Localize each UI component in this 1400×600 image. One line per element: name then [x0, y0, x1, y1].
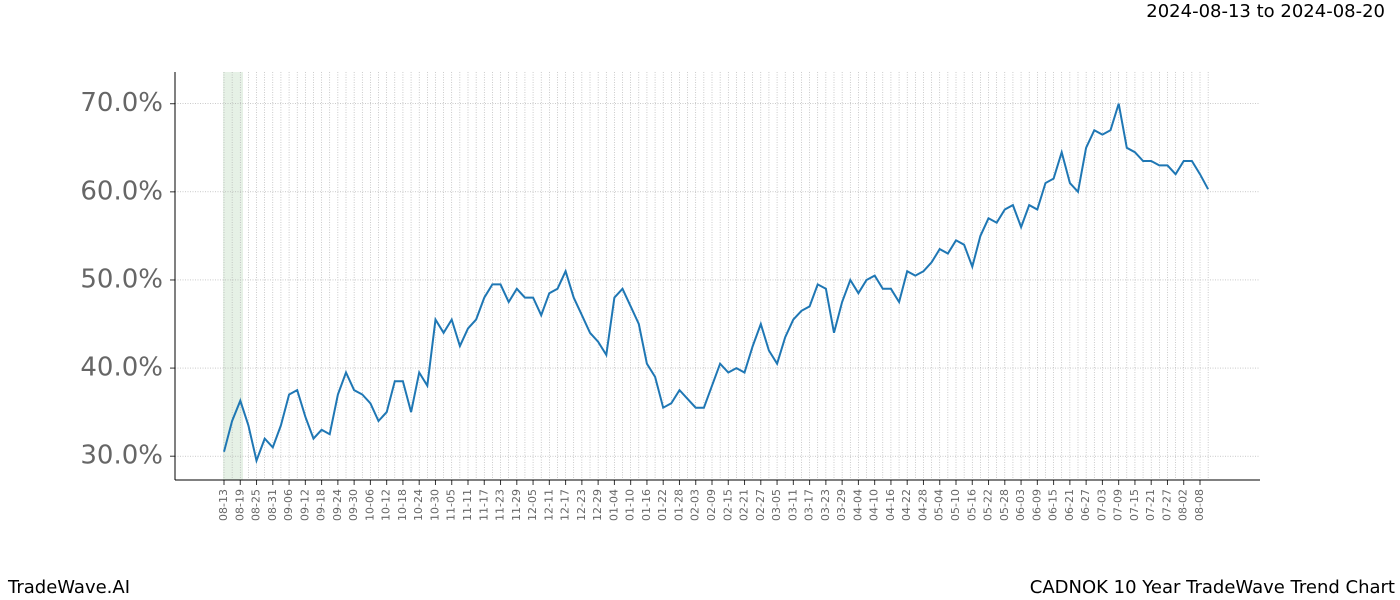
- x-tick-label: 12-29: [591, 489, 604, 521]
- x-tick-label: 09-24: [331, 489, 344, 521]
- x-tick-label: 02-27: [754, 489, 767, 521]
- x-tick-label: 04-16: [884, 489, 897, 521]
- x-tick-label: 01-16: [640, 489, 653, 521]
- x-tick-label: 04-10: [868, 489, 881, 521]
- x-tick-label: 06-15: [1047, 489, 1060, 521]
- date-range: 2024-08-13 to 2024-08-20: [1146, 1, 1385, 22]
- x-tick-label: 09-12: [298, 489, 311, 521]
- x-tick-label: 02-15: [721, 489, 734, 521]
- x-tick-label: 03-17: [803, 489, 816, 521]
- x-tick-label: 07-09: [1112, 489, 1125, 521]
- x-tick-label: 01-28: [672, 489, 685, 521]
- x-tick-label: 02-21: [738, 489, 751, 521]
- x-tick-label: 07-03: [1095, 489, 1108, 521]
- x-tick-label: 08-13: [217, 489, 230, 521]
- highlight-band: [223, 72, 243, 480]
- x-tick-label: 12-11: [542, 489, 555, 521]
- y-tick-label: 40.0%: [80, 353, 163, 383]
- x-tick-label: 06-27: [1079, 489, 1092, 521]
- trend-line: [223, 103, 1209, 465]
- x-tick-label: 02-09: [705, 489, 718, 521]
- x-tick-label: 08-19: [233, 489, 246, 521]
- x-tick-label: 09-30: [347, 489, 360, 521]
- x-tick-label: 03-23: [819, 489, 832, 521]
- x-tick-label: 07-27: [1160, 489, 1173, 521]
- y-tick-label: 70.0%: [80, 88, 163, 118]
- x-tick-label: 05-04: [933, 489, 946, 521]
- x-tick-label: 08-31: [266, 489, 279, 521]
- x-tick-label: 11-17: [477, 489, 490, 521]
- x-tick-label: 01-22: [656, 489, 669, 521]
- y-tick-label: 60.0%: [80, 176, 163, 206]
- x-tick-label: 05-28: [998, 489, 1011, 521]
- x-tick-label: 04-22: [900, 489, 913, 521]
- x-tick-label: 11-05: [445, 489, 458, 521]
- x-tick-label: 03-29: [835, 489, 848, 521]
- x-tick-label: 10-12: [380, 489, 393, 521]
- x-tick-label: 10-18: [396, 489, 409, 521]
- x-tick-label: 01-04: [607, 489, 620, 521]
- x-tick-label: 08-25: [250, 489, 263, 521]
- x-tick-label: 09-06: [282, 489, 295, 521]
- x-tick-label: 09-18: [315, 489, 328, 521]
- y-tick-label: 50.0%: [80, 264, 163, 294]
- x-tick-label: 05-10: [949, 489, 962, 521]
- x-tick-label: 11-29: [510, 489, 523, 521]
- brand: TradeWave.AI: [7, 577, 130, 598]
- x-tick-label: 03-05: [770, 489, 783, 521]
- x-tick-label: 03-11: [786, 489, 799, 521]
- x-tick-label: 06-21: [1063, 489, 1076, 521]
- x-tick-label: 10-30: [428, 489, 441, 521]
- y-tick-label: 30.0%: [80, 441, 163, 471]
- x-tick-label: 10-06: [363, 489, 376, 521]
- x-tick-label: 12-23: [575, 489, 588, 521]
- x-tick-label: 11-11: [461, 489, 474, 521]
- x-tick-label: 06-09: [1030, 489, 1043, 521]
- x-tick-label: 01-10: [624, 489, 637, 521]
- x-tick-label: 12-17: [559, 489, 572, 521]
- x-tick-label: 08-08: [1193, 489, 1206, 521]
- chart-title: CADNOK 10 Year TradeWave Trend Chart: [1030, 577, 1395, 598]
- x-tick-label: 11-23: [494, 489, 507, 521]
- x-tick-label: 08-02: [1177, 489, 1190, 521]
- x-tick-label: 06-03: [1014, 489, 1027, 521]
- x-tick-label: 12-05: [526, 489, 539, 521]
- x-tick-label: 04-04: [851, 489, 864, 521]
- x-tick-label: 05-22: [982, 489, 995, 521]
- x-tick-label: 07-21: [1144, 489, 1157, 521]
- x-tick-label: 02-03: [689, 489, 702, 521]
- x-tick-label: 10-24: [412, 489, 425, 521]
- x-tick-label: 04-28: [916, 489, 929, 521]
- x-tick-label: 07-15: [1128, 489, 1141, 521]
- x-tick-label: 05-16: [965, 489, 978, 521]
